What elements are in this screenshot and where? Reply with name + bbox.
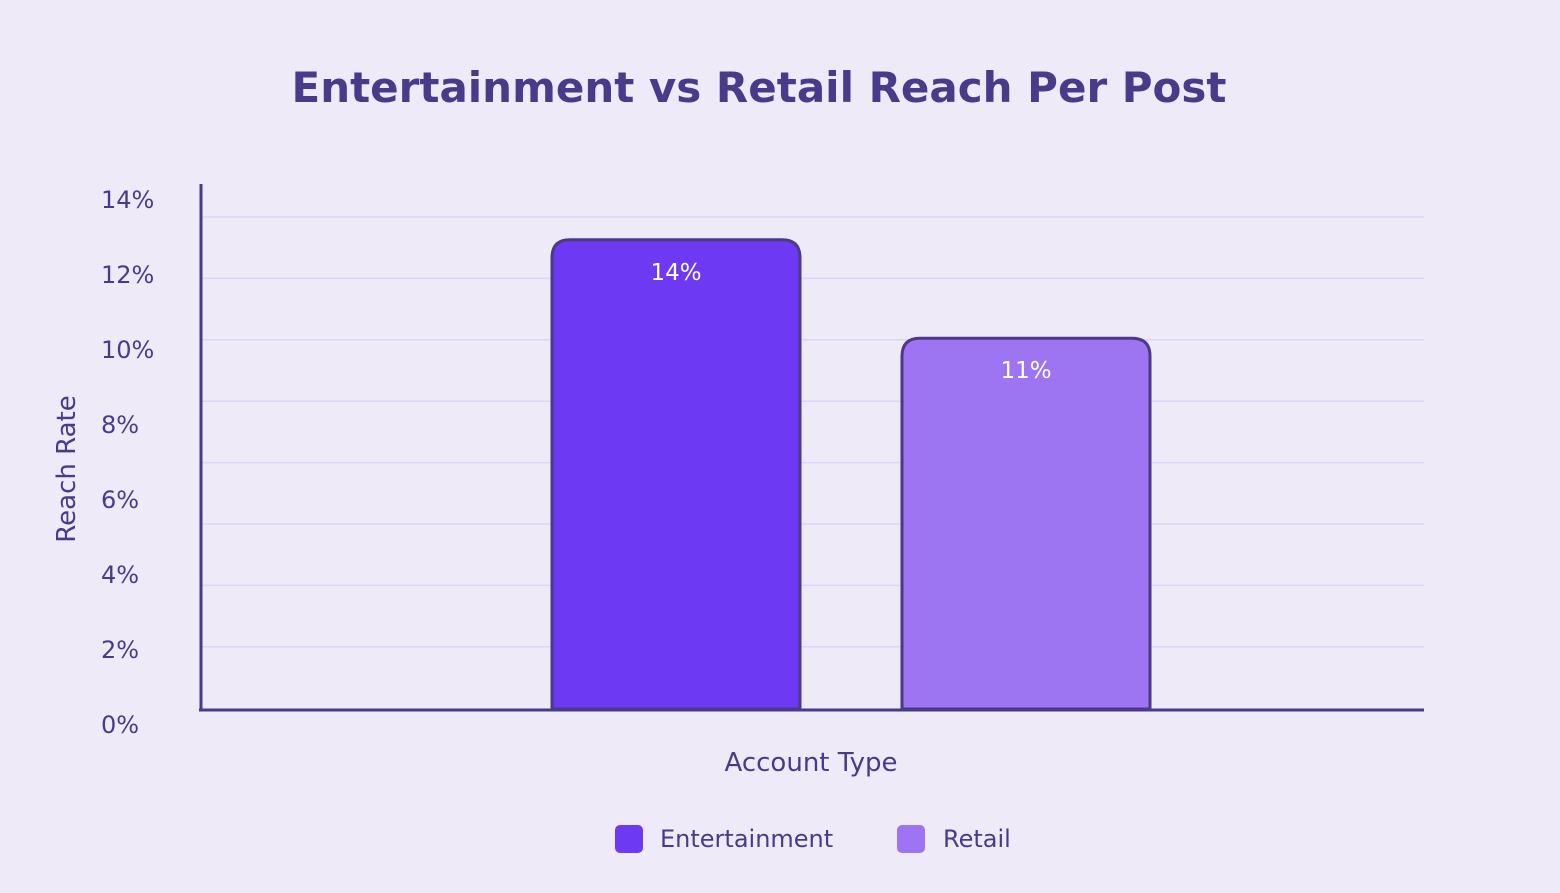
bars: 14% 11% <box>550 238 1152 711</box>
legend-swatch-entertainment <box>615 825 643 853</box>
legend-label-entertainment: Entertainment <box>660 825 833 853</box>
y-axis-ticks: 0% 2% 4% 6% 8% 10% 12% 14% <box>101 186 154 739</box>
y-tick-label: 12% <box>101 261 154 289</box>
y-tick-label: 2% <box>101 636 139 664</box>
legend-label-retail: Retail <box>943 825 1011 853</box>
gridlines <box>201 216 1424 648</box>
y-tick-label: 14% <box>101 186 154 214</box>
bar-value-label: 11% <box>1000 358 1051 384</box>
y-tick-label: 6% <box>101 486 139 514</box>
bar-value-label: 14% <box>650 260 701 286</box>
legend: Entertainment Retail <box>615 825 1011 853</box>
y-axis-label: Reach Rate <box>52 395 82 542</box>
y-tick-label: 0% <box>101 711 139 739</box>
y-tick-label: 8% <box>101 411 139 439</box>
bar-entertainment <box>550 238 802 711</box>
x-axis-label: Account Type <box>725 748 898 778</box>
y-tick-label: 4% <box>101 561 139 589</box>
bar-retail <box>900 336 1152 711</box>
y-tick-label: 10% <box>101 336 154 364</box>
chart-title: Entertainment vs Retail Reach Per Post <box>292 63 1227 112</box>
legend-swatch-retail <box>897 825 925 853</box>
